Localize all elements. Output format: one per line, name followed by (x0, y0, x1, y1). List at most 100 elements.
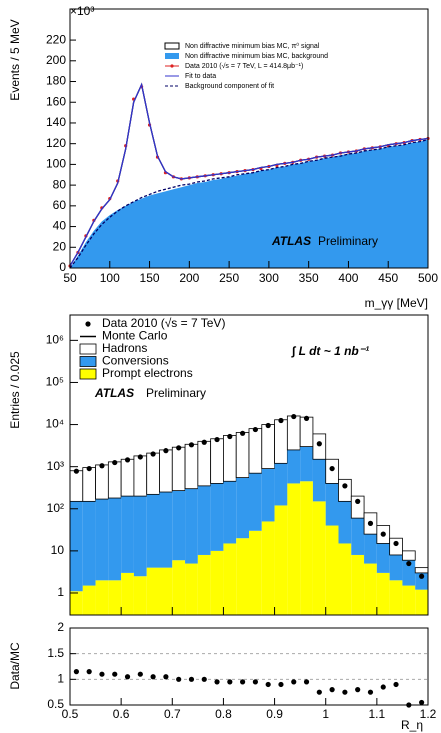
histogram-bar (286, 415, 301, 451)
histogram-bar (82, 501, 96, 586)
legend-swatch (85, 321, 91, 327)
histogram-bar (121, 496, 134, 573)
histogram-bar (299, 416, 314, 447)
histogram-bar (312, 433, 327, 460)
histogram-bar (274, 463, 288, 506)
histogram-bar (95, 580, 109, 615)
ratio-point (227, 679, 233, 685)
histogram-bar (70, 591, 83, 615)
legend-label: Hadrons (102, 341, 147, 355)
x-tick-label: 200 (179, 271, 199, 285)
histogram-bar (171, 446, 186, 492)
histogram-bar (121, 572, 134, 615)
ratio-point (73, 669, 79, 675)
fit-line (69, 82, 429, 267)
histogram-bar (402, 585, 416, 615)
histogram-bar (236, 538, 249, 615)
ratio-point (367, 689, 374, 695)
data-point (73, 468, 79, 474)
x-tick-label: 50 (63, 271, 77, 285)
histogram-bar (82, 585, 96, 615)
data-point (99, 463, 105, 469)
preliminary-label: Preliminary (318, 234, 378, 248)
data-point (227, 433, 233, 440)
histogram-bar (236, 477, 249, 539)
y-tick-label: 1.5 (47, 646, 64, 660)
histogram-bar (184, 443, 199, 490)
histogram-bar (185, 488, 198, 564)
y-tick-label: 200 (46, 53, 66, 67)
preliminary-label: Preliminary (146, 386, 206, 400)
x-axis-label: m_γγ [MeV] (365, 296, 428, 310)
histogram-bar (210, 483, 224, 551)
histogram-bar (146, 494, 160, 568)
histogram-bar (249, 473, 262, 531)
data-point (112, 459, 118, 466)
y-tick-label: 60 (53, 198, 67, 212)
data-point (355, 498, 361, 504)
histogram-bar (223, 481, 237, 544)
legend-label: Non diffractive minimum bias MC, backgro… (185, 53, 328, 60)
histogram-bar (376, 543, 390, 573)
y-tick-label: 80 (53, 177, 67, 191)
histogram-bar (120, 458, 135, 497)
ratio-point (291, 679, 297, 685)
histogram-bar (82, 467, 96, 502)
x-tick-label: 0.8 (215, 707, 232, 721)
y-tick-label: 0 (59, 260, 66, 274)
data-point (419, 573, 425, 579)
histogram-bar (223, 543, 237, 615)
y-scale-label: ×10³ (70, 4, 94, 18)
y-tick-label: 180 (46, 74, 66, 88)
histogram-bar (210, 438, 224, 484)
histogram-bar (364, 563, 377, 615)
x-tick-label: 400 (338, 271, 358, 285)
histogram-bar (376, 572, 390, 615)
ratio-point (355, 687, 361, 693)
ratio-point (342, 689, 348, 695)
histogram-bar (146, 567, 160, 615)
legend-swatch (165, 53, 179, 59)
histogram-bar (338, 501, 352, 544)
histogram-bar (312, 501, 326, 615)
x-tick-label: 100 (100, 271, 120, 285)
histogram-bar (159, 567, 173, 615)
atlas-label: ATLAS (271, 234, 311, 248)
y-tick-label: 2 (57, 620, 64, 634)
histogram-bar (389, 580, 403, 615)
y-tick-label: 100 (46, 157, 66, 171)
legend-label: Data 2010 (√s = 7 TeV, L = 414.8μb⁻¹) (185, 62, 303, 70)
histogram-bar (274, 505, 288, 615)
background-fit (69, 138, 429, 269)
legend-swatch (79, 343, 97, 355)
ratio-point (278, 681, 284, 688)
histogram-bar (351, 518, 365, 555)
histogram-bar (172, 490, 186, 561)
histogram-bar (338, 478, 352, 502)
y-axis-label: Data/MC (8, 642, 22, 690)
ratio-point (150, 674, 156, 680)
data-point (86, 465, 92, 472)
legend-label: Monte Carlo (102, 329, 168, 343)
data-point (150, 451, 156, 457)
histogram-bar (95, 499, 109, 581)
data-point (240, 430, 246, 436)
histogram-bar (159, 449, 173, 493)
ratio-point (163, 674, 169, 680)
y-axis-label: Entries / 0.025 (8, 351, 22, 429)
histogram-bar (261, 424, 275, 469)
y-tick-label: 10⁴ (45, 417, 64, 431)
histogram-bar (351, 554, 365, 615)
legend-label: Fit to data (185, 73, 216, 80)
x-tick-label: 1 (322, 707, 329, 721)
histogram-bar (415, 572, 428, 590)
legend-swatch (170, 64, 174, 68)
histogram-bar (197, 554, 211, 615)
background-area (70, 139, 428, 268)
histogram-bar (364, 534, 377, 564)
data-point (316, 441, 322, 447)
histogram-bar (235, 432, 250, 478)
x-tick-label: 300 (259, 271, 279, 285)
